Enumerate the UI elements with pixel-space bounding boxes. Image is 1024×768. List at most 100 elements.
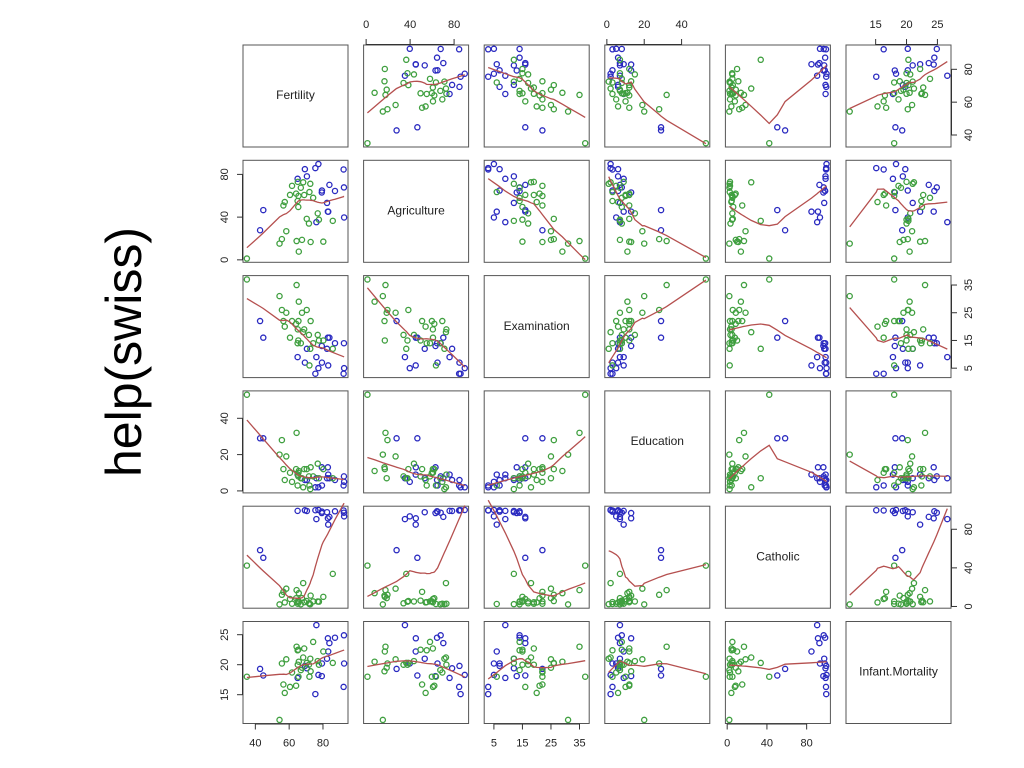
- point: [286, 683, 294, 691]
- point: [305, 331, 313, 339]
- point: [318, 189, 326, 196]
- point: [382, 281, 389, 289]
- point: [740, 91, 748, 99]
- point: [329, 659, 337, 667]
- point: [640, 292, 648, 300]
- point: [456, 476, 463, 484]
- x-tick-label: 40: [249, 737, 261, 749]
- point: [926, 194, 934, 202]
- x-tick-label: 40: [404, 19, 416, 31]
- point: [422, 689, 429, 697]
- point: [315, 216, 323, 223]
- point: [737, 248, 745, 255]
- point: [737, 658, 745, 665]
- point: [315, 160, 322, 168]
- point: [820, 672, 827, 680]
- point: [609, 197, 616, 205]
- point: [609, 188, 616, 196]
- y-tick-label: 20: [219, 448, 231, 460]
- point: [281, 323, 289, 330]
- point: [919, 191, 927, 199]
- point: [510, 173, 518, 180]
- point: [808, 60, 815, 68]
- point: [627, 317, 635, 325]
- point: [892, 554, 899, 562]
- point: [926, 75, 934, 83]
- point: [522, 181, 529, 189]
- smooth-line: [849, 188, 948, 228]
- point: [448, 345, 456, 353]
- panel-frame: [483, 275, 590, 379]
- scatter-panel: [846, 160, 951, 262]
- point: [401, 353, 409, 361]
- point: [626, 65, 633, 73]
- point: [702, 276, 710, 283]
- y-tick-label: 60: [963, 96, 975, 108]
- point: [320, 465, 327, 473]
- x-tick-label: 0: [724, 737, 730, 749]
- point: [293, 429, 300, 437]
- point: [433, 634, 441, 641]
- point: [891, 509, 899, 517]
- point: [732, 236, 740, 244]
- scatter-panel: [484, 499, 589, 608]
- point: [930, 61, 937, 68]
- point: [516, 54, 523, 61]
- point: [813, 218, 821, 226]
- point: [280, 202, 287, 209]
- point: [318, 509, 326, 517]
- point: [616, 661, 624, 668]
- point: [612, 669, 620, 676]
- point: [732, 309, 740, 316]
- point: [906, 460, 914, 467]
- point: [550, 81, 558, 89]
- y-tick-label: 35: [963, 279, 975, 291]
- scatter-panel: [484, 45, 589, 147]
- point: [422, 476, 429, 484]
- point: [655, 591, 663, 599]
- point: [539, 435, 546, 442]
- point: [283, 585, 290, 592]
- point: [873, 484, 880, 491]
- point: [931, 339, 938, 347]
- point: [882, 588, 890, 596]
- point: [900, 474, 907, 482]
- point: [903, 70, 910, 77]
- point: [513, 464, 520, 471]
- point: [303, 173, 311, 180]
- y-tick-label: 40: [219, 211, 231, 223]
- point: [260, 435, 267, 442]
- scatter-panel: [605, 276, 710, 377]
- point: [329, 217, 337, 225]
- point: [406, 364, 414, 372]
- point: [303, 597, 310, 605]
- point: [539, 600, 546, 607]
- panel-frame: [363, 275, 470, 379]
- point: [892, 206, 899, 214]
- point: [738, 681, 746, 688]
- point: [581, 255, 589, 262]
- point: [904, 436, 912, 444]
- point: [781, 227, 789, 234]
- point: [417, 337, 424, 344]
- point: [906, 248, 913, 255]
- x-tick-label: 15: [870, 19, 882, 31]
- point: [899, 345, 907, 353]
- point: [620, 362, 627, 369]
- x-tick-label: 40: [761, 737, 773, 749]
- point: [903, 90, 910, 98]
- point: [278, 660, 286, 667]
- point: [412, 362, 419, 369]
- point: [657, 206, 665, 214]
- point: [484, 166, 492, 173]
- point: [814, 464, 822, 471]
- point: [640, 108, 648, 115]
- point: [931, 187, 938, 195]
- point: [533, 689, 540, 697]
- point: [417, 473, 424, 480]
- point: [340, 683, 347, 691]
- point: [910, 85, 918, 92]
- point: [513, 672, 520, 680]
- point: [443, 90, 450, 98]
- point: [614, 165, 622, 173]
